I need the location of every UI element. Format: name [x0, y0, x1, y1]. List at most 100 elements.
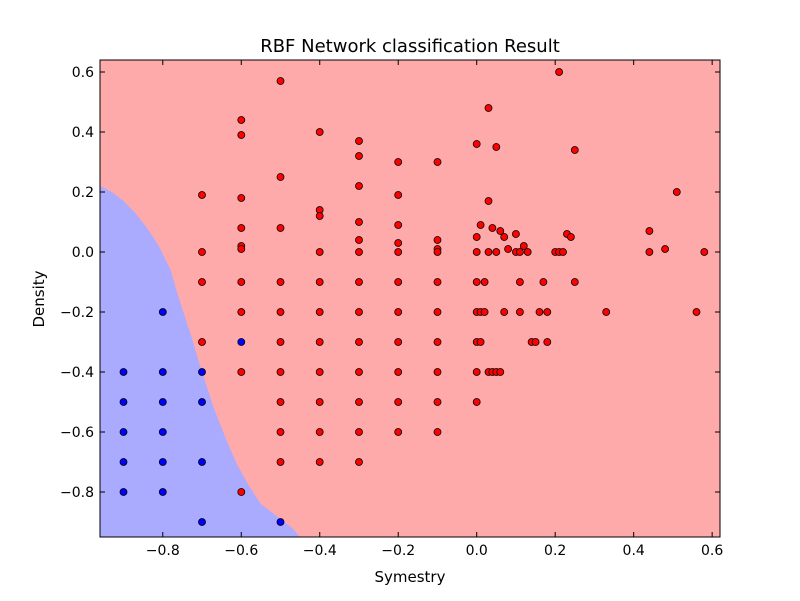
red-data-point	[276, 398, 285, 406]
red-data-point	[484, 197, 493, 205]
red-data-point	[315, 278, 324, 286]
red-data-point	[433, 338, 442, 346]
red-data-point	[276, 278, 285, 286]
y-tick-label: 0.4	[72, 125, 94, 141]
red-data-point	[276, 308, 285, 316]
x-tick-label: −0.6	[224, 543, 258, 559]
red-data-point	[315, 338, 324, 346]
blue-data-point	[119, 368, 128, 376]
red-data-point	[315, 458, 324, 466]
red-data-point	[433, 308, 442, 316]
red-data-point	[276, 368, 285, 376]
blue-data-point	[158, 428, 167, 436]
x-tick-label: −0.2	[381, 543, 415, 559]
blue-data-point	[158, 368, 167, 376]
red-data-point	[276, 224, 285, 232]
red-data-point	[394, 278, 403, 286]
red-data-point	[355, 428, 363, 436]
red-data-point	[237, 131, 246, 139]
red-data-point	[700, 248, 709, 256]
red-data-point	[237, 278, 246, 286]
red-data-point	[276, 173, 285, 181]
y-tick-label: −0.6	[60, 425, 94, 441]
red-data-point	[237, 245, 246, 253]
red-data-point	[516, 308, 524, 316]
y-tick-label: 0.2	[72, 185, 94, 201]
blue-data-point	[119, 488, 128, 496]
blue-data-point	[198, 368, 206, 376]
blue-data-point	[237, 338, 246, 346]
x-tick-label: 0.4	[623, 543, 645, 559]
red-data-point	[692, 308, 701, 316]
blue-data-point	[119, 428, 128, 436]
red-data-point	[484, 104, 493, 112]
red-data-point	[559, 248, 567, 256]
red-data-point	[433, 368, 442, 376]
red-data-point	[315, 308, 324, 316]
blue-data-point	[198, 518, 206, 526]
red-data-point	[355, 236, 363, 244]
red-data-point	[516, 248, 524, 256]
red-data-point	[492, 248, 501, 256]
red-data-point	[237, 194, 246, 202]
red-data-point	[198, 278, 206, 286]
red-data-point	[555, 68, 563, 76]
red-data-point	[198, 338, 206, 346]
red-data-point	[523, 248, 532, 256]
blue-data-point	[158, 308, 167, 316]
blue-data-point	[119, 458, 128, 466]
red-data-point	[237, 308, 246, 316]
red-data-point	[394, 428, 403, 436]
red-data-point	[433, 158, 442, 166]
red-data-point	[237, 368, 246, 376]
red-data-point	[476, 221, 485, 229]
red-data-point	[504, 245, 513, 253]
red-data-point	[433, 248, 442, 256]
red-data-point	[276, 77, 285, 85]
red-data-point	[570, 146, 579, 154]
red-data-point	[355, 137, 363, 145]
red-data-point	[394, 239, 403, 247]
red-data-point	[315, 248, 324, 256]
red-data-point	[394, 221, 403, 229]
red-data-point	[661, 245, 669, 253]
blue-data-point	[276, 518, 285, 526]
blue-data-point	[198, 398, 206, 406]
red-data-point	[496, 227, 505, 235]
y-tick-label: 0.6	[72, 65, 94, 81]
red-data-point	[645, 248, 654, 256]
red-data-point	[276, 428, 285, 436]
chart-title: RBF Network classification Result	[260, 36, 560, 57]
red-data-point	[500, 308, 509, 316]
red-data-point	[516, 278, 524, 286]
red-data-point	[472, 398, 481, 406]
red-data-point	[315, 428, 324, 436]
red-data-point	[672, 188, 681, 196]
blue-data-point	[119, 398, 128, 406]
red-data-point	[315, 398, 324, 406]
red-data-point	[500, 233, 509, 241]
red-data-point	[237, 116, 246, 124]
red-data-point	[539, 278, 548, 286]
y-axis-label: Density	[30, 270, 48, 327]
red-data-point	[472, 140, 481, 148]
blue-data-point	[198, 458, 206, 466]
y-tick-label: −0.4	[60, 365, 94, 381]
plot-frame	[99, 59, 721, 538]
red-data-point	[355, 182, 363, 190]
red-data-point	[480, 308, 489, 316]
y-tick-label: −0.8	[60, 485, 94, 501]
red-data-point	[496, 368, 505, 376]
red-data-point	[484, 248, 493, 256]
red-data-point	[237, 488, 246, 496]
blue-data-point	[158, 398, 167, 406]
red-data-point	[602, 308, 611, 316]
red-data-point	[394, 368, 403, 376]
x-tick-label: −0.8	[146, 543, 180, 559]
red-data-point	[315, 212, 324, 220]
x-tick-label: 0.6	[701, 543, 723, 559]
red-data-point	[492, 143, 501, 151]
red-data-point	[433, 278, 442, 286]
red-data-point	[480, 278, 489, 286]
